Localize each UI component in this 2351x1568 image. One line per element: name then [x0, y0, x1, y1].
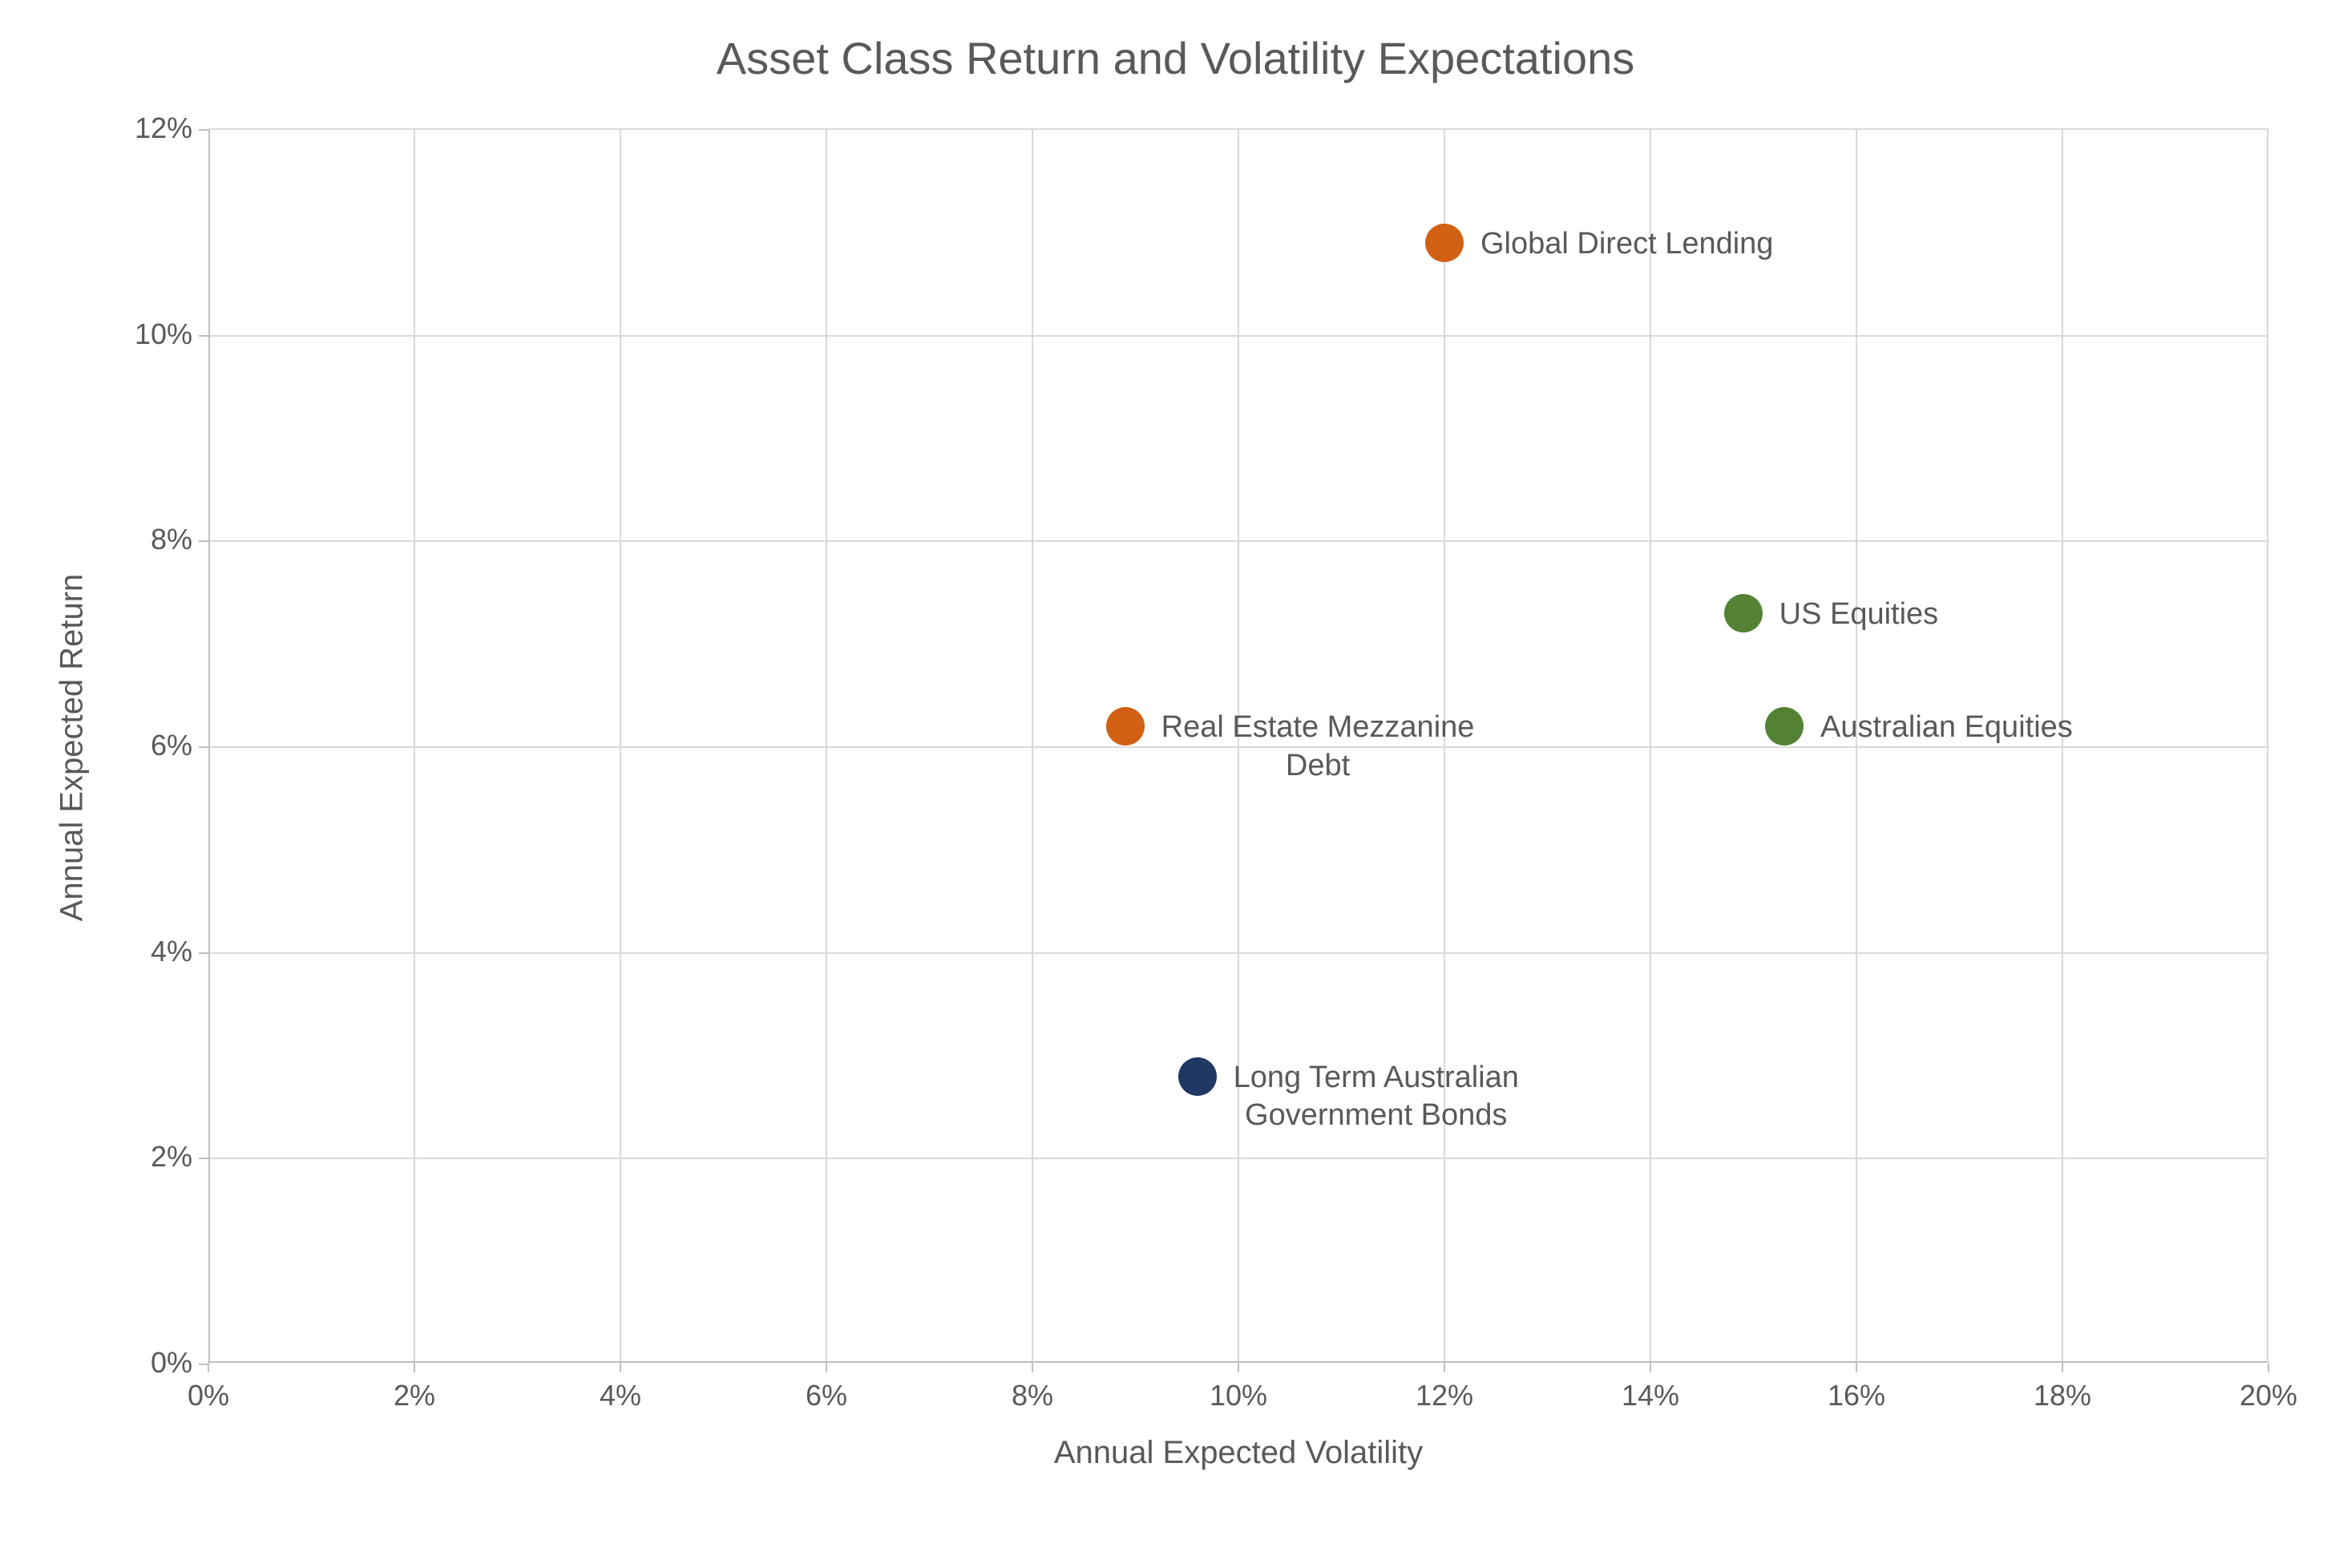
data-point: [1106, 707, 1145, 746]
x-tick-label: 0%: [188, 1379, 229, 1412]
data-point: [1724, 594, 1763, 632]
y-tick: [199, 129, 208, 131]
y-tick: [199, 1158, 208, 1159]
y-tick-label: 8%: [120, 523, 192, 556]
x-tick: [1032, 1363, 1033, 1372]
data-point: [1765, 707, 1804, 746]
grid-line-horizontal: [208, 1158, 2267, 1159]
y-tick-label: 12%: [120, 111, 192, 145]
x-tick-label: 14%: [1622, 1379, 1679, 1412]
y-tick-label: 10%: [120, 317, 192, 351]
x-tick: [2062, 1363, 2063, 1372]
y-axis-line: [208, 130, 210, 1363]
x-tick-label: 2%: [394, 1379, 435, 1412]
x-tick-label: 8%: [1012, 1379, 1053, 1412]
x-tick: [414, 1363, 415, 1372]
x-tick-label: 10%: [1210, 1379, 1267, 1412]
y-tick: [199, 1364, 208, 1365]
y-axis-label: Annual Expected Return: [55, 131, 91, 1365]
y-tick: [199, 952, 208, 954]
grid-line-horizontal: [208, 540, 2267, 542]
y-tick: [199, 540, 208, 542]
x-tick-label: 12%: [1416, 1379, 1473, 1412]
x-tick: [826, 1363, 827, 1372]
x-tick-label: 6%: [806, 1379, 847, 1412]
data-point: [1425, 224, 1464, 262]
data-point-label: Real Estate MezzanineDebt: [1161, 709, 1475, 785]
y-tick: [199, 746, 208, 748]
data-point-label: US Equities: [1779, 596, 1939, 634]
x-tick: [1444, 1363, 1445, 1372]
x-tick: [1238, 1363, 1239, 1372]
x-axis-label: Annual Expected Volatility: [208, 1435, 2268, 1471]
data-point-label: Australian Equities: [1820, 709, 2073, 747]
grid-line-horizontal: [208, 952, 2267, 954]
y-tick-label: 6%: [120, 729, 192, 762]
x-tick: [2268, 1363, 2269, 1372]
chart-container: Asset Class Return and Volatility Expect…: [0, 0, 2351, 1568]
x-axis-line: [208, 1361, 2267, 1363]
y-tick-label: 4%: [120, 935, 192, 968]
x-tick-label: 4%: [600, 1379, 641, 1412]
x-tick-label: 20%: [2240, 1379, 2297, 1412]
x-tick-label: 18%: [2034, 1379, 2091, 1412]
chart-title: Asset Class Return and Volatility Expect…: [0, 32, 2351, 84]
y-tick-label: 0%: [120, 1346, 192, 1380]
x-tick: [620, 1363, 621, 1372]
x-tick-label: 16%: [1828, 1379, 1885, 1412]
plot-area: Global Direct Lending Real Estate Mezzani…: [208, 128, 2268, 1363]
data-point-label: Long Term AustralianGovernment Bonds: [1234, 1059, 1519, 1135]
grid-line-horizontal: [208, 335, 2267, 337]
data-point-label: Global Direct Lending: [1480, 225, 1773, 264]
data-point: [1178, 1057, 1217, 1096]
x-tick: [1856, 1363, 1857, 1372]
y-tick-label: 2%: [120, 1140, 192, 1174]
x-tick: [1650, 1363, 1651, 1372]
y-tick: [199, 335, 208, 337]
